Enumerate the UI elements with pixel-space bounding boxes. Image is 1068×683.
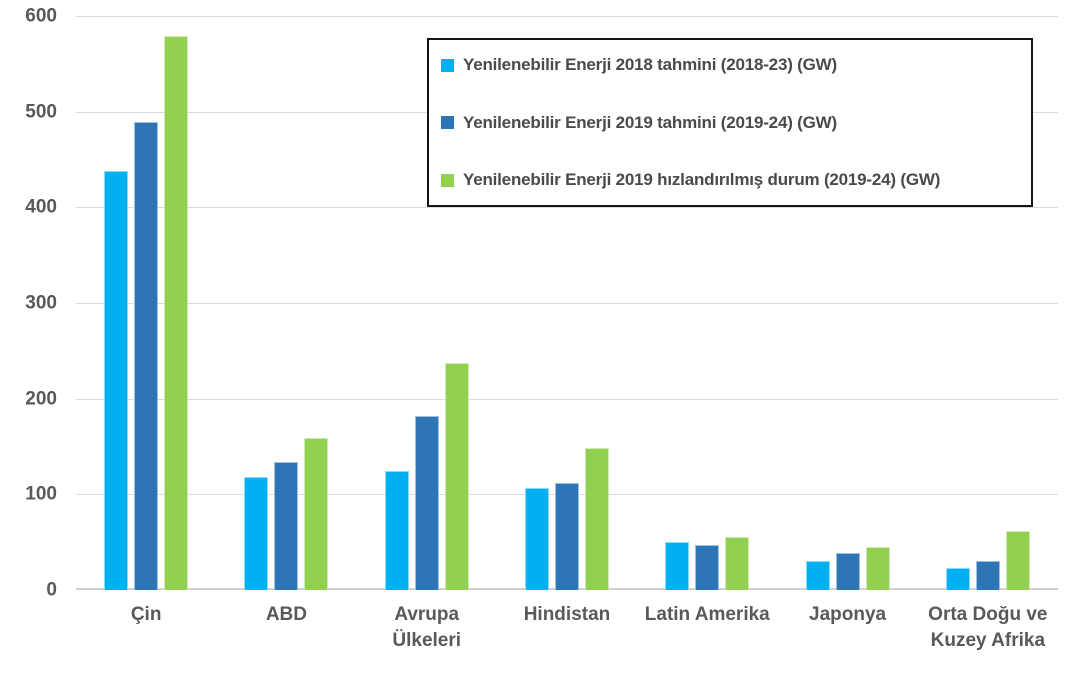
bar (304, 437, 329, 590)
legend-label: Yenilenebilir Enerji 2019 tahmini (2019-… (463, 112, 837, 132)
category-label: Orta Doğu ve Kuzey Afrika (928, 604, 1048, 651)
bar (1005, 530, 1030, 590)
legend-label: Yenilenebilir Enerji 2018 tahmini (2018-… (463, 55, 837, 74)
gridline-600 (76, 16, 1058, 17)
bar (695, 545, 720, 590)
y-tick-label-400: 400 (25, 196, 57, 218)
gridline-300 (76, 303, 1058, 304)
category-label: ABD (265, 604, 307, 625)
bar (805, 561, 830, 590)
bar-group: Hindistan (497, 16, 637, 625)
bar (865, 547, 890, 590)
bar (584, 447, 609, 590)
category-label: Latin Amerika (644, 604, 770, 625)
y-tick-label-0: 0 (46, 579, 57, 601)
legend: Yenilenebilir Enerji 2018 tahmini (2018-… (427, 38, 1033, 207)
category-label: Avrupa Ülkeleri (392, 604, 462, 651)
bar (975, 561, 1000, 590)
legend-swatch-icon (441, 173, 454, 187)
bar (244, 477, 269, 590)
legend-label: Yenilenebilir Enerji 2019 hızlandırılmış… (463, 170, 941, 189)
bar (524, 487, 549, 590)
bar (414, 415, 439, 590)
bar-group: Orta Doğu ve Kuzey Afrika (918, 16, 1058, 651)
gridline-200 (76, 398, 1058, 400)
bar-group: Latin Amerika (637, 16, 777, 625)
bar-group: Japonya (777, 16, 917, 625)
y-tick-label-300: 300 (25, 292, 57, 314)
plot-area: Çin ABD Avrupa Ülkeleri Hindistan Latin Amer… (25, 7, 1058, 651)
legend-item-2019-forecast: Yenilenebilir Enerji 2019 tahmini (2019-… (441, 113, 1019, 133)
gridline-400 (76, 207, 1058, 209)
legend-swatch-icon (441, 58, 454, 72)
category-label: Çin (130, 604, 162, 625)
y-tick-label-500: 500 (25, 101, 57, 123)
bar (554, 482, 579, 590)
bar-groups: Çin ABD Avrupa Ülkeleri Hindistan Latin Amer… (76, 16, 1058, 651)
bar-group: Avrupa Ülkeleri (357, 16, 497, 651)
bar (835, 552, 860, 590)
bar-groups-inner: Çin ABD Avrupa Ülkeleri Hindistan Latin Amer… (76, 16, 1058, 651)
legend-swatch-icon (441, 116, 454, 129)
bar (444, 363, 469, 590)
bar (945, 568, 970, 590)
y-tick-label-100: 100 (25, 483, 57, 505)
category-label: Hindistan (523, 604, 611, 625)
y-tick-label-600: 600 (25, 5, 57, 27)
bar (274, 461, 299, 590)
category-label: Japonya (809, 604, 887, 625)
legend-item-2018-forecast: Yenilenebilir Enerji 2018 tahmini (2018-… (441, 55, 1019, 75)
bar (665, 542, 690, 590)
bar (164, 36, 189, 590)
bar-group: ABD (216, 16, 356, 625)
legend-item-2019-accelerated: Yenilenebilir Enerji 2019 hızlandırılmış… (441, 170, 1019, 190)
bar (725, 537, 750, 590)
bar (384, 471, 409, 590)
y-tick-label-200: 200 (25, 388, 57, 410)
bar-group: Çin (76, 16, 216, 625)
bar (134, 122, 159, 590)
bar (104, 171, 129, 590)
